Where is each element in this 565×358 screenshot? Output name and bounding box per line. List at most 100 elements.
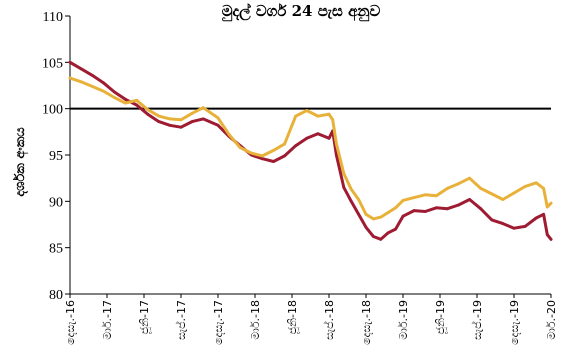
series-1-point	[168, 123, 172, 127]
series-2-point	[327, 112, 331, 116]
series-1-point	[335, 153, 338, 157]
y-tick-label: 90	[49, 195, 63, 210]
x-tick-label: දෙසැ.-17	[212, 300, 225, 345]
series-2-point	[479, 187, 483, 190]
series-2-point	[512, 191, 516, 195]
series-1-point	[327, 136, 331, 140]
x-tick-label: සැප්.-19	[470, 300, 484, 340]
series-1-point	[523, 225, 527, 228]
x-tick-label: ජූනි-18	[286, 300, 299, 335]
series-1-point	[201, 117, 205, 121]
series-1-point	[394, 227, 397, 231]
series-1-point	[283, 154, 286, 158]
series-1-point	[490, 218, 494, 222]
series-2-point	[79, 80, 83, 84]
series-2-point	[101, 89, 105, 93]
series-2-point	[201, 106, 205, 110]
x-tick-label: සැප්.-17	[174, 300, 188, 340]
series-2-point	[238, 146, 242, 150]
y-tick-label: 85	[49, 242, 63, 257]
series-2-point	[179, 118, 183, 122]
x-tick-label: දෙසැ.-16	[64, 300, 77, 345]
series-2-point	[124, 101, 127, 105]
series-2-point	[227, 133, 231, 137]
series-1-point	[479, 207, 483, 211]
series-2-point	[342, 172, 346, 175]
series-1-point	[157, 120, 161, 123]
series-2-point	[394, 206, 397, 210]
series-1-point	[294, 144, 298, 148]
series-2-point	[364, 212, 368, 216]
series-1-point	[457, 203, 460, 207]
x-tick-label: මාර්.-17	[101, 300, 114, 340]
series-1-point	[372, 235, 375, 238]
series-1-point	[501, 222, 505, 226]
series-line-1	[68, 60, 553, 241]
y-tick-label: 80	[49, 288, 63, 303]
y-tick-label: 95	[49, 149, 63, 164]
series-2-point	[434, 194, 438, 198]
x-tick-label: ජූනි-19	[434, 300, 447, 335]
series-2-point	[501, 198, 505, 201]
series-1-point	[190, 120, 194, 123]
series-1-point	[101, 81, 105, 85]
series-1-point	[468, 198, 471, 201]
series-2-point	[294, 114, 298, 118]
series-2-point	[457, 182, 460, 186]
series-1-point	[357, 212, 360, 216]
series-1-point	[364, 225, 368, 229]
series-1-point	[305, 136, 309, 140]
x-tick-label: සැප්.-18	[322, 300, 336, 340]
series-1-point	[79, 67, 83, 71]
series-2-point	[146, 108, 150, 111]
x-tick-label: මාර්.-20	[545, 300, 558, 340]
series-group	[68, 60, 553, 241]
series-2-point	[349, 187, 353, 191]
x-tick-label: දෙසැ.-18	[360, 300, 373, 345]
series-1-point	[342, 186, 346, 189]
series-2-point	[157, 114, 161, 118]
series-1-point	[545, 233, 549, 237]
series-2-point	[545, 205, 549, 209]
series-2-point	[542, 187, 545, 190]
series-1-point	[542, 212, 545, 216]
series-2-point	[190, 111, 194, 115]
x-tick-label: මාර්.-18	[249, 300, 262, 340]
series-1-point	[401, 214, 405, 218]
series-2-point	[386, 211, 390, 214]
series-1-point	[124, 98, 127, 101]
series-2-point	[168, 117, 172, 121]
series-1-point	[179, 125, 183, 129]
series-1-point	[549, 237, 553, 241]
series-1-point	[68, 60, 72, 64]
series-2-point	[446, 187, 449, 190]
series-2-point	[412, 196, 416, 200]
series-2-point	[135, 98, 139, 102]
series-2-point	[68, 76, 72, 80]
series-1-point	[272, 160, 275, 163]
series-1-point	[135, 103, 139, 107]
series-1-point	[512, 226, 516, 230]
y-ticks: 80 85 90 95 100 105 110	[42, 10, 70, 303]
series-2-point	[335, 142, 338, 146]
x-tick-label: මාර්.-19	[397, 300, 410, 340]
series-1-point	[434, 206, 438, 210]
series-2-point	[423, 193, 427, 197]
series-2-point	[534, 181, 538, 185]
series-1-point	[349, 199, 353, 203]
series-1-point	[146, 112, 150, 116]
series-1-point	[113, 90, 116, 94]
series-1-point	[261, 157, 264, 161]
series-1-point	[534, 216, 538, 220]
y-tick-label: 100	[42, 103, 63, 118]
series-1-point	[316, 132, 320, 136]
series-1-point	[446, 207, 449, 211]
series-1-point	[386, 231, 390, 235]
series-2-point	[90, 85, 94, 88]
series-1-point	[423, 210, 427, 213]
series-2-point	[113, 96, 116, 99]
series-2-point	[283, 142, 286, 146]
y-tick-label: 110	[43, 10, 63, 25]
series-2-point	[316, 114, 320, 118]
